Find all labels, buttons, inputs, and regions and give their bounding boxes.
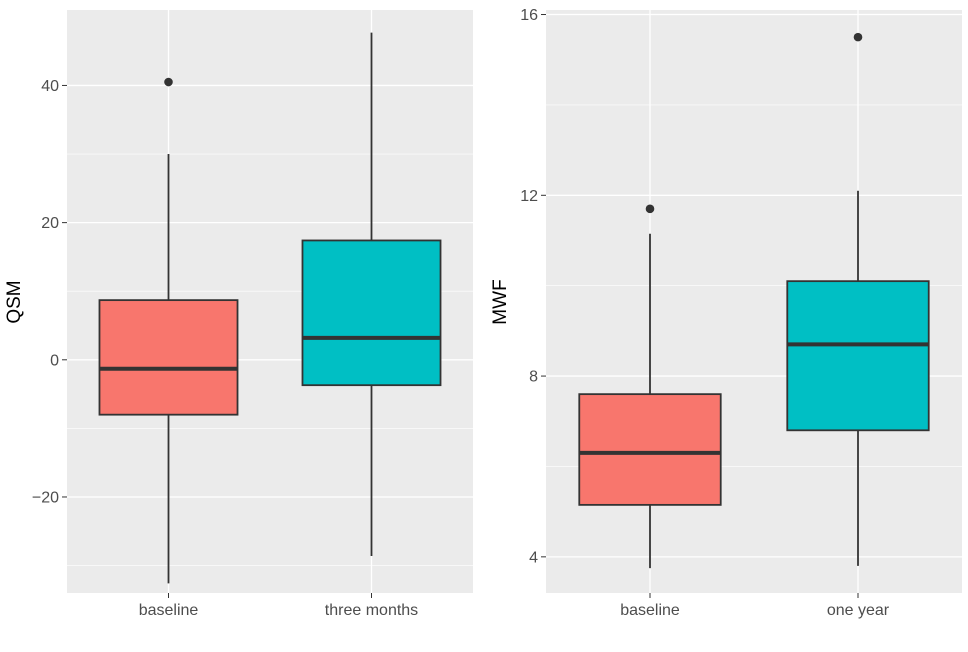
y-tick-label: 8 [529,369,538,386]
y-tick-label: 4 [529,549,538,566]
panel-qsm: −20 0 20 40 baseline three months QSM [4,10,473,619]
boxes [578,32,930,569]
y-tick-label: −20 [32,489,59,506]
box-baseline [578,393,722,506]
y-axis-title: MWF [490,279,511,324]
outlier-point [645,204,655,214]
box-three-months [301,239,442,387]
y-axis: −20 0 20 40 [32,78,67,506]
outlier-point [853,32,863,42]
outlier-point [164,77,173,87]
x-tick-label: baseline [139,602,199,619]
x-tick-label: baseline [620,602,680,619]
y-tick-label: 12 [520,188,538,205]
y-axis-title: QSM [4,280,25,323]
panel-mwf: 4 8 12 16 baseline one year MWF [490,7,962,619]
y-tick-label: 20 [41,215,59,232]
boxes [98,32,442,584]
box-baseline [98,299,239,416]
y-tick-label: 40 [41,78,59,95]
x-tick-label: one year [827,602,890,619]
y-axis: 4 8 12 16 [520,7,546,566]
x-axis: baseline three months [139,593,418,619]
x-tick-label: three months [325,602,418,619]
x-axis: baseline one year [620,593,890,619]
y-tick-label: 0 [50,352,59,369]
box-one-year [786,280,930,432]
y-tick-label: 16 [520,7,538,24]
